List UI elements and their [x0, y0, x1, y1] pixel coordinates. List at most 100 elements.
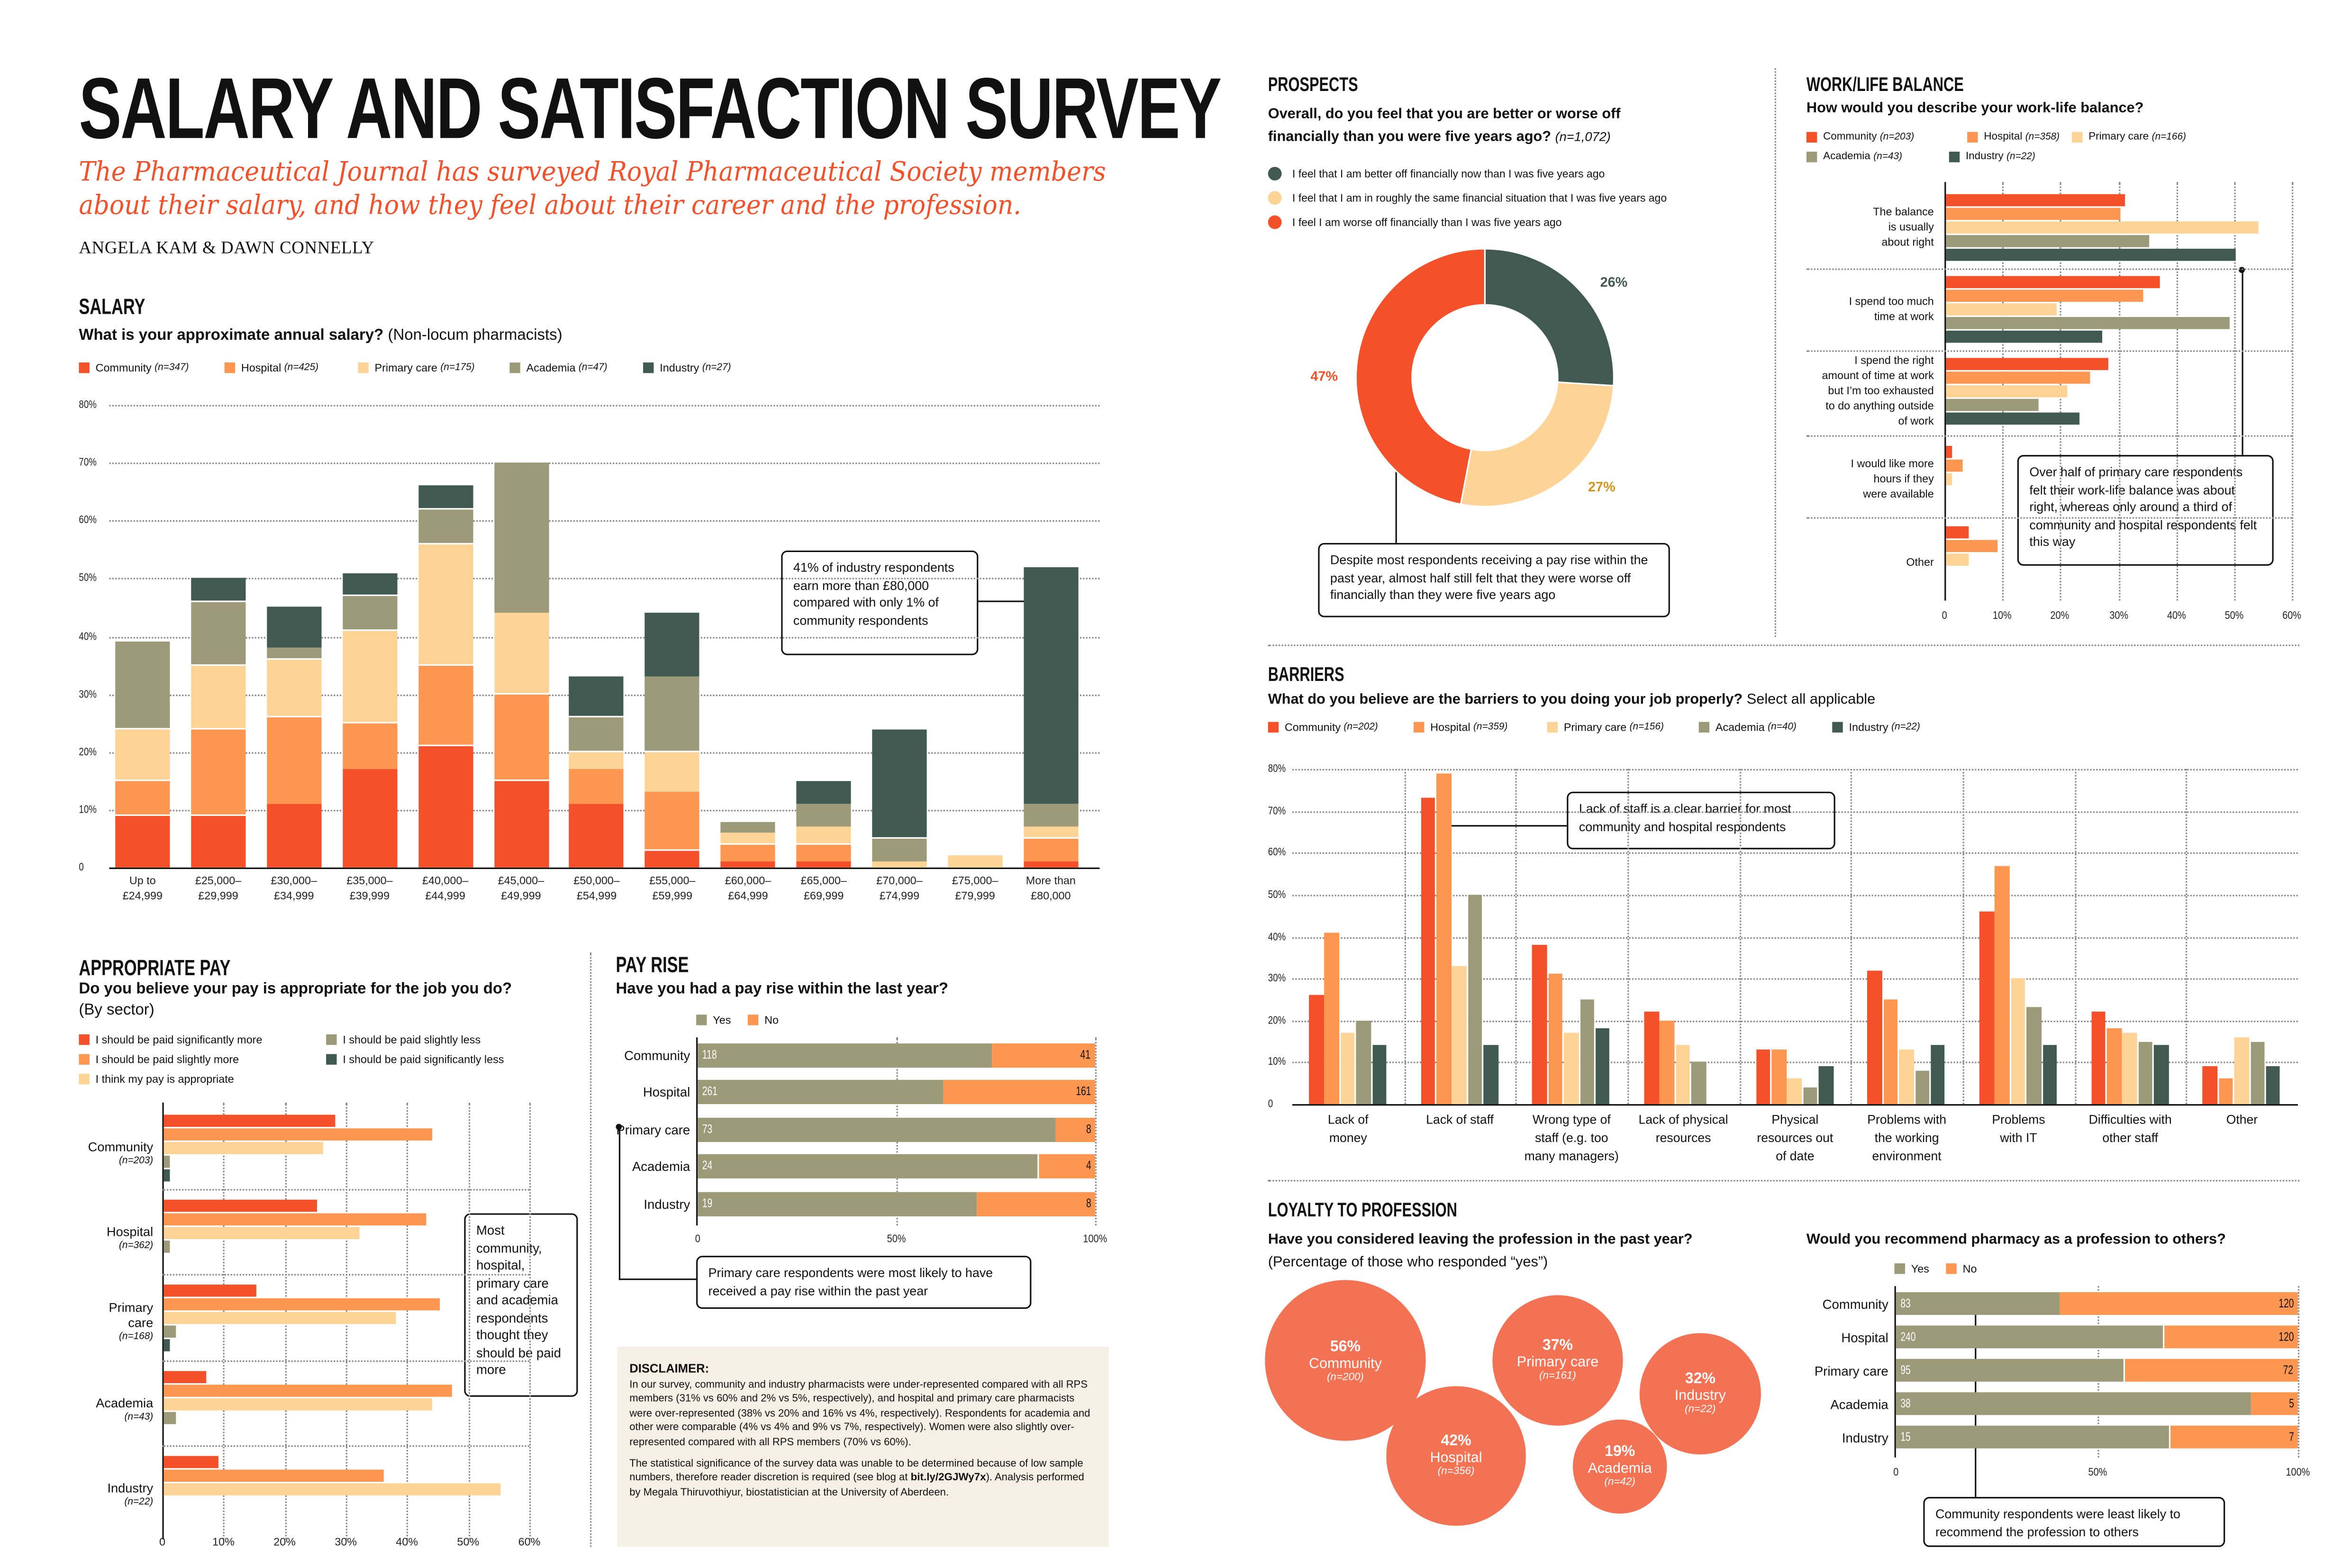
work-life-legend-item: Primary care (n=166) — [2072, 132, 2186, 143]
barriers-bar — [1931, 1045, 1945, 1104]
page-title-text: SALARY AND SATISFACTION SURVEY — [79, 61, 1222, 158]
disclaimer-box: DISCLAIMER: In our survey, community and… — [617, 1347, 1109, 1547]
work-life-legend-n: (n=203) — [1879, 132, 1915, 143]
barriers-bar — [2203, 1066, 2217, 1104]
barriers-legend-n: (n=40) — [1768, 722, 1797, 733]
barriers-legend-swatch — [1832, 722, 1843, 733]
appropriate-pay-legend-swatch — [79, 1074, 90, 1085]
barriers-category-label: Physical resources out of date — [1739, 1110, 1851, 1165]
appropriate-pay-gridline — [529, 1102, 531, 1540]
barriers-category-label: Lack of physical resources — [1627, 1110, 1739, 1147]
pay-rise-heading: PAY RISE — [616, 952, 714, 980]
category-line: of date — [1776, 1148, 1815, 1163]
prospects-heading-text: PROSPECTS — [1268, 73, 1358, 96]
barriers-bar — [1548, 974, 1563, 1104]
salary-bar-community — [720, 861, 776, 867]
salary-bar-academia — [569, 717, 624, 752]
salary-bar-primary-care — [720, 833, 776, 844]
barriers-gridline — [1292, 1020, 2298, 1022]
barriers-group-divider — [1404, 769, 1406, 1105]
pay-rise-yes-count: 118 — [702, 1048, 717, 1062]
barriers-legend-item: Community (n=202) — [1268, 720, 1378, 734]
barriers-bar — [1579, 999, 1594, 1105]
category-name: Academia — [96, 1395, 154, 1411]
barriers-bar — [1595, 1028, 1610, 1104]
recommend-legend-swatch — [1946, 1263, 1957, 1274]
category-line: is usually — [1888, 220, 1934, 234]
salary-bar-industry — [418, 486, 473, 508]
work-life-legend-swatch — [1949, 152, 1960, 163]
disclaimer-text-end: ). Analysis performed by Megala Thiruvot… — [629, 1473, 1084, 1498]
barriers-legend-n: (n=202) — [1343, 722, 1378, 733]
category-line: hours if they — [1873, 471, 1934, 486]
pay-rise-category-label: Primary care — [616, 1122, 690, 1138]
category-line: I spend too much — [1849, 294, 1934, 308]
page-title: SALARY AND SATISFACTION SURVEY — [79, 61, 1622, 158]
work-life-bar — [1946, 540, 1998, 553]
recommend-callout: Community respondents were least likely … — [1923, 1496, 2225, 1547]
recommend-legend-item: Yes — [1894, 1262, 1929, 1276]
barriers-bar — [1979, 911, 1994, 1104]
work-life-bar — [1946, 235, 2149, 247]
work-life-legend-swatch — [1806, 132, 1817, 143]
prospects-slice-label: 26% — [1600, 274, 1628, 290]
work-life-legend-n: (n=43) — [1873, 152, 1902, 163]
pay-rise-legend-swatch — [696, 1015, 707, 1025]
salary-x-tick: £49,999 — [501, 888, 541, 903]
barriers-bar — [1309, 995, 1324, 1104]
salary-bar-community — [266, 804, 321, 867]
barriers-bar — [2154, 1045, 2169, 1104]
disclaimer-text: The statistical significance of the surv… — [629, 1458, 1083, 1484]
barriers-bar — [1676, 1045, 1690, 1104]
salary-bar-academia — [191, 601, 246, 665]
blog-link[interactable]: bit.ly/2GJWy7x — [910, 1473, 986, 1484]
barriers-group-divider — [1962, 769, 1964, 1105]
pay-rise-no-count: 8 — [1085, 1196, 1091, 1211]
prospects-legend-label: I feel I am worse off financially than I… — [1292, 215, 1562, 229]
work-life-group-divider — [1806, 517, 2292, 519]
recommend-bar-no — [2251, 1392, 2298, 1415]
recommend-bar-no — [2060, 1292, 2298, 1315]
recommend-x-tick: 50% — [2087, 1465, 2106, 1479]
pay-rise-category-label: Academia — [632, 1159, 690, 1174]
salary-bar-primary-care — [948, 856, 1003, 867]
salary-bar-hospital — [266, 717, 321, 803]
category-line: many managers) — [1524, 1148, 1619, 1163]
loyalty-bubble-n: (n=200) — [1326, 1371, 1364, 1383]
salary-bar-hospital — [342, 723, 397, 769]
work-life-bar — [1946, 303, 2056, 316]
work-life-legend-item: Hospital (n=358) — [1967, 132, 2060, 143]
appropriate-pay-legend-label: I should be paid significantly less — [343, 1052, 504, 1067]
salary-gridline — [109, 520, 1100, 522]
work-life-bar — [1946, 412, 2079, 425]
appropriate-pay-bar — [163, 1456, 219, 1468]
barriers-y-tick: 70% — [1268, 803, 1286, 817]
appropriate-pay-category-label: Hospital (n=362) — [107, 1224, 153, 1254]
salary-legend-swatch — [79, 362, 90, 373]
salary-bar-hospital — [645, 792, 700, 850]
barriers-bar — [1787, 1079, 1802, 1104]
category-n: (n=43) — [124, 1412, 154, 1423]
salary-legend-label: Hospital — [241, 361, 281, 375]
appropriate-pay-legend-item: I should be paid significantly less — [326, 1052, 504, 1066]
pay-rise-yes-count: 73 — [702, 1122, 713, 1136]
appropriate-pay-category-label: Academia (n=43) — [96, 1396, 153, 1426]
work-life-group-divider — [1806, 268, 2292, 270]
appropriate-pay-question: Do you believe your pay is appropriate f… — [79, 981, 512, 998]
salary-bar-community — [569, 804, 624, 867]
salary-x-tick: £44,999 — [425, 888, 465, 903]
recommend-no-count: 7 — [2288, 1429, 2294, 1443]
barriers-bar — [2026, 1007, 2042, 1104]
recommend-bar-no — [2170, 1425, 2298, 1449]
salary-bar-industry — [1023, 567, 1078, 803]
salary-legend-swatch — [509, 362, 520, 373]
barriers-bar — [2234, 1037, 2249, 1104]
recommend-axis — [1894, 1286, 1896, 1458]
pay-rise-category-label: Industry — [644, 1196, 690, 1212]
barriers-gridline — [1292, 936, 2298, 938]
loyalty-question: Have you considered leaving the professi… — [1268, 1231, 1693, 1249]
work-life-x-tick: 40% — [2166, 608, 2186, 622]
prospects-legend-label: I feel that I am better off financially … — [1292, 167, 1605, 181]
salary-x-tick: £24,999 — [122, 888, 163, 903]
